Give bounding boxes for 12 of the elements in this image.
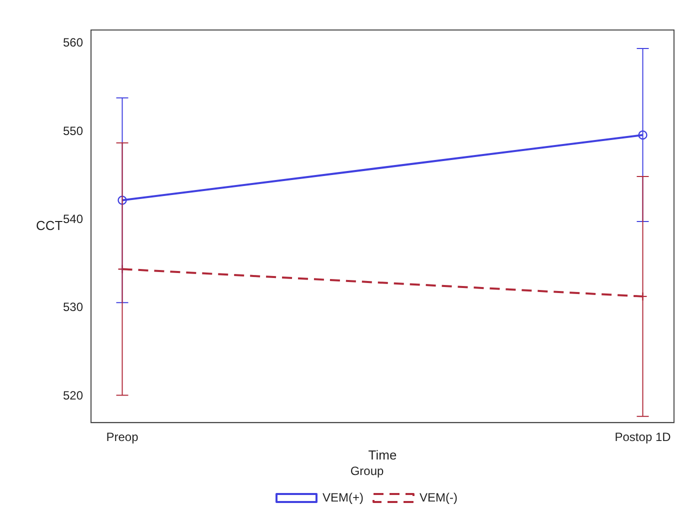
- y-tick-label: 520: [62, 388, 84, 402]
- y-tick-label: 530: [62, 300, 84, 314]
- legend-label: VEM(-): [420, 490, 458, 504]
- x-tick-label: Preop: [106, 430, 139, 444]
- y-tick-label: 550: [62, 124, 84, 138]
- y-tick-label: 540: [62, 212, 84, 226]
- x-axis-title: Time: [368, 447, 397, 462]
- legend-title: Group: [350, 464, 384, 478]
- y-tick-label: 560: [62, 36, 84, 50]
- x-tick-label: Postop 1D: [614, 430, 672, 444]
- legend-label: VEM(+): [322, 490, 364, 504]
- y-axis-title: CCT: [36, 218, 63, 233]
